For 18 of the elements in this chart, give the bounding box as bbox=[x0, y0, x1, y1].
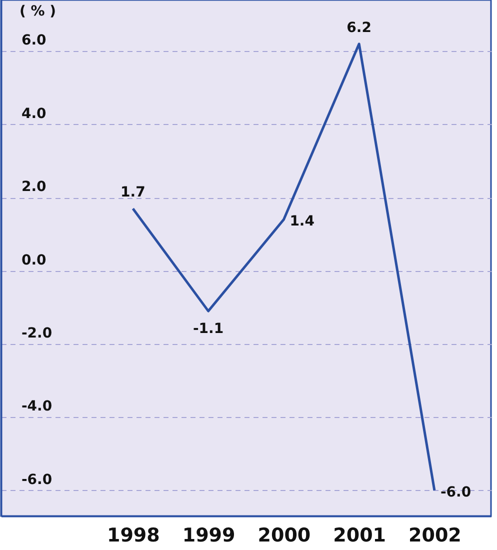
y-tick-label: -2.0 bbox=[22, 326, 52, 342]
data-label: -6.0 bbox=[440, 484, 472, 500]
x-tick-label: 1998 bbox=[106, 524, 160, 546]
y-tick-label: 2.0 bbox=[22, 179, 47, 196]
x-tick-label: 2001 bbox=[333, 524, 386, 546]
x-tick-label: 2000 bbox=[258, 524, 311, 546]
data-label: 6.2 bbox=[346, 20, 372, 36]
y-tick-label: 6.0 bbox=[22, 32, 47, 49]
y-axis-title: ( % ) bbox=[20, 4, 56, 20]
y-tick-label: -6.0 bbox=[22, 472, 52, 488]
y-tick-label: 0.0 bbox=[22, 252, 47, 268]
data-label: -1.1 bbox=[192, 321, 224, 338]
data-label: 1.4 bbox=[290, 214, 315, 230]
x-tick-label: 1999 bbox=[182, 524, 236, 546]
data-label: 1.7 bbox=[120, 184, 146, 201]
y-tick-label: 4.0 bbox=[22, 106, 47, 122]
y-tick-label: -4.0 bbox=[22, 398, 52, 415]
x-tick-label: 2002 bbox=[408, 524, 462, 546]
